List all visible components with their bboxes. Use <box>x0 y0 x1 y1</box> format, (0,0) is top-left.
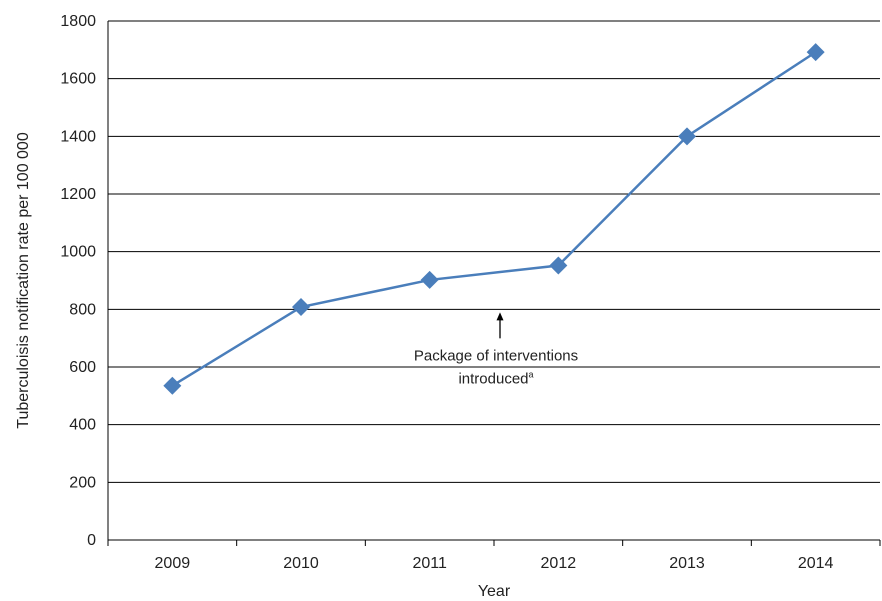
y-tick-label: 200 <box>69 474 96 491</box>
annotation-superscript: a <box>529 369 534 379</box>
series-line-group <box>163 43 825 395</box>
y-tick-label: 400 <box>69 417 96 434</box>
y-tick-label: 0 <box>87 532 96 549</box>
y-axis-title: Tuberculoisis notification rate per 100 … <box>15 132 32 429</box>
y-tick-label: 1200 <box>60 186 96 203</box>
y-tick-label: 1600 <box>60 71 96 88</box>
data-point-marker <box>420 270 439 289</box>
data-point-marker <box>163 376 182 395</box>
annotation-arrowhead <box>496 312 504 321</box>
annotation-text-line1: Package of interventions <box>414 347 578 364</box>
annotation-text-main: introduced <box>458 370 528 387</box>
x-tick-labels: 2009 2010 2011 2012 2013 2014 <box>107 540 881 572</box>
x-tick-label: 2011 <box>412 555 447 572</box>
gridlines <box>108 20 880 541</box>
x-tick-label: 2012 <box>541 555 577 572</box>
y-tick-label: 1000 <box>60 244 96 261</box>
data-point-marker <box>678 127 696 146</box>
data-point-marker <box>549 256 568 275</box>
series-line <box>171 51 817 387</box>
x-tick-label: 2009 <box>155 555 191 572</box>
x-tick-label: 2013 <box>669 555 705 572</box>
annotation-text-line2: introduceda <box>458 369 533 387</box>
y-tick-label: 800 <box>69 301 96 318</box>
y-tick-label: 1800 <box>60 13 96 30</box>
y-tick-label: 600 <box>69 359 96 376</box>
data-point-marker <box>806 43 825 62</box>
data-point-marker <box>292 298 310 317</box>
y-tick-label: 1400 <box>60 128 96 145</box>
intervention-annotation: Package of interventions introduceda <box>414 312 578 387</box>
x-tick-label: 2014 <box>798 555 834 572</box>
x-tick-label: 2010 <box>283 555 319 572</box>
x-axis-title: Year <box>478 583 511 600</box>
y-tick-labels: 0 200 400 600 800 1000 1200 1400 1600 1800 <box>60 13 96 549</box>
